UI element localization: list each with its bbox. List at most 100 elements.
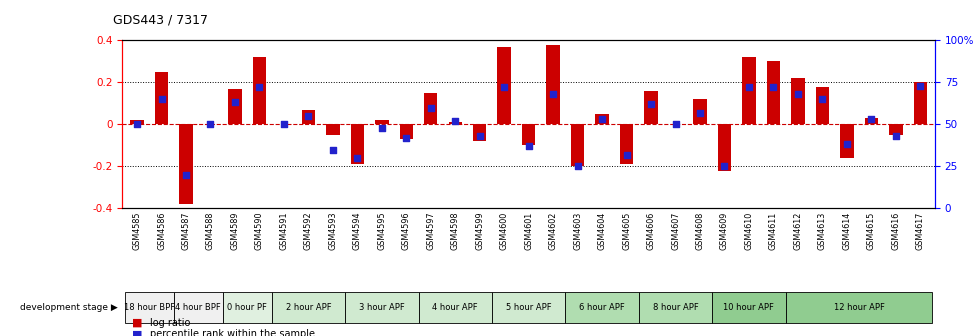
Text: 4 hour BPF: 4 hour BPF xyxy=(175,303,221,312)
Text: GSM4599: GSM4599 xyxy=(474,212,484,250)
Text: GSM4596: GSM4596 xyxy=(401,212,411,250)
Point xyxy=(765,85,780,90)
Point xyxy=(227,100,243,105)
Bar xyxy=(301,110,315,124)
Point xyxy=(740,85,756,90)
Bar xyxy=(472,124,486,141)
Point xyxy=(863,117,878,122)
Point xyxy=(887,133,903,139)
Bar xyxy=(790,78,804,124)
Point xyxy=(178,172,194,177)
Point xyxy=(691,110,707,115)
Text: GSM4609: GSM4609 xyxy=(719,212,729,250)
Text: 6 hour APF: 6 hour APF xyxy=(579,303,624,312)
Point xyxy=(618,152,634,157)
Text: GSM4588: GSM4588 xyxy=(205,212,215,250)
Bar xyxy=(228,89,242,124)
Point xyxy=(667,122,683,127)
Text: ■: ■ xyxy=(132,318,143,328)
Text: GSM4589: GSM4589 xyxy=(230,212,240,250)
Bar xyxy=(644,91,657,124)
Text: 4 hour APF: 4 hour APF xyxy=(432,303,477,312)
Bar xyxy=(717,124,731,170)
Text: GSM4593: GSM4593 xyxy=(328,212,337,250)
Text: GSM4600: GSM4600 xyxy=(499,212,509,250)
Bar xyxy=(692,99,706,124)
Text: GSM4608: GSM4608 xyxy=(694,212,704,250)
Point xyxy=(643,101,658,107)
Point xyxy=(300,113,316,119)
Bar xyxy=(497,47,511,124)
Text: GSM4610: GSM4610 xyxy=(743,212,753,250)
Bar xyxy=(595,114,608,124)
Point xyxy=(447,118,463,124)
Bar xyxy=(423,93,437,124)
Text: GSM4613: GSM4613 xyxy=(817,212,826,250)
Text: GSM4598: GSM4598 xyxy=(450,212,460,250)
Text: 3 hour APF: 3 hour APF xyxy=(359,303,404,312)
Text: 8 hour APF: 8 hour APF xyxy=(652,303,697,312)
Text: percentile rank within the sample: percentile rank within the sample xyxy=(150,329,315,336)
Point xyxy=(422,105,438,110)
Point xyxy=(349,155,365,161)
Point xyxy=(154,96,169,102)
Text: GSM4603: GSM4603 xyxy=(572,212,582,250)
Point xyxy=(276,122,291,127)
Text: 12 hour APF: 12 hour APF xyxy=(833,303,883,312)
Point xyxy=(569,164,585,169)
Text: GSM4607: GSM4607 xyxy=(670,212,680,250)
Point xyxy=(374,125,389,130)
Bar xyxy=(912,82,926,124)
Bar xyxy=(179,124,193,204)
Text: 5 hour APF: 5 hour APF xyxy=(506,303,551,312)
Point xyxy=(251,85,267,90)
Text: GSM4591: GSM4591 xyxy=(279,212,289,250)
Text: GSM4601: GSM4601 xyxy=(523,212,533,250)
Bar xyxy=(375,120,388,124)
Text: GDS443 / 7317: GDS443 / 7317 xyxy=(112,14,207,27)
Text: GSM4617: GSM4617 xyxy=(914,212,924,250)
Bar xyxy=(741,57,755,124)
Bar xyxy=(130,120,144,124)
Text: GSM4602: GSM4602 xyxy=(548,212,557,250)
Text: GSM4605: GSM4605 xyxy=(621,212,631,250)
Point xyxy=(129,122,145,127)
Text: 2 hour APF: 2 hour APF xyxy=(286,303,331,312)
Bar xyxy=(570,124,584,166)
Bar xyxy=(326,124,339,135)
Text: GSM4604: GSM4604 xyxy=(597,212,606,250)
Text: 18 hour BPF: 18 hour BPF xyxy=(123,303,175,312)
Point xyxy=(789,91,805,97)
Bar xyxy=(252,57,266,124)
Point xyxy=(814,96,829,102)
Point xyxy=(398,135,414,140)
Point xyxy=(520,143,536,149)
Text: ■: ■ xyxy=(132,329,143,336)
Text: development stage ▶: development stage ▶ xyxy=(20,303,117,312)
Bar xyxy=(815,86,828,124)
Bar xyxy=(888,124,902,135)
Text: log ratio: log ratio xyxy=(150,318,190,328)
Text: GSM4586: GSM4586 xyxy=(156,212,166,250)
Text: GSM4594: GSM4594 xyxy=(352,212,362,250)
Point xyxy=(911,83,927,88)
Point xyxy=(496,85,511,90)
Bar xyxy=(864,118,877,124)
Text: GSM4587: GSM4587 xyxy=(181,212,191,250)
Bar xyxy=(448,122,462,124)
Text: GSM4597: GSM4597 xyxy=(425,212,435,250)
Bar xyxy=(619,124,633,164)
Bar xyxy=(546,44,559,124)
Text: GSM4612: GSM4612 xyxy=(792,212,802,250)
Text: 10 hour APF: 10 hour APF xyxy=(723,303,774,312)
Bar xyxy=(839,124,853,158)
Bar xyxy=(766,61,779,124)
Text: GSM4615: GSM4615 xyxy=(866,212,875,250)
Point xyxy=(838,142,854,147)
Text: GSM4606: GSM4606 xyxy=(645,212,655,250)
Bar xyxy=(350,124,364,164)
Point xyxy=(202,122,218,127)
Text: GSM4590: GSM4590 xyxy=(254,212,264,250)
Text: GSM4592: GSM4592 xyxy=(303,212,313,250)
Text: 0 hour PF: 0 hour PF xyxy=(227,303,267,312)
